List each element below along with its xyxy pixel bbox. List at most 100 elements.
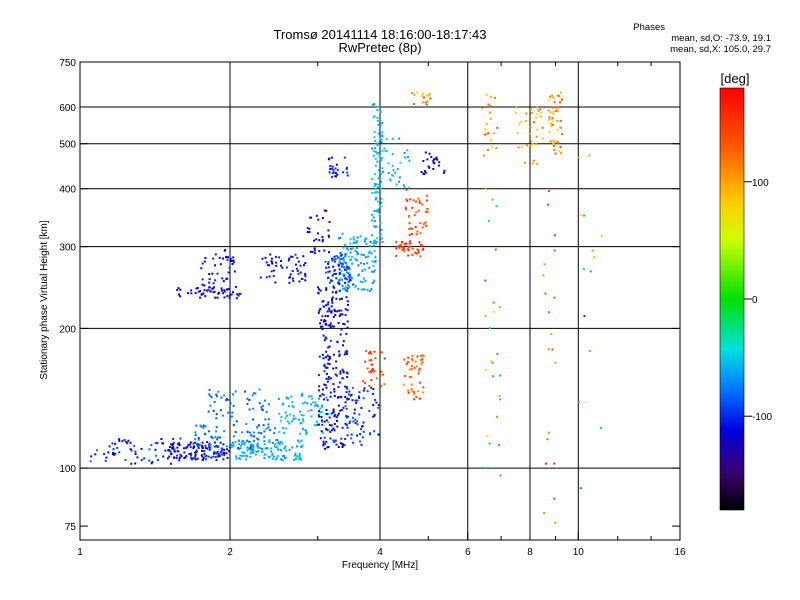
x-tick-label: 1 bbox=[77, 547, 83, 558]
scatter-point bbox=[210, 456, 213, 459]
scatter-point bbox=[347, 281, 350, 284]
scatter-point bbox=[268, 275, 271, 278]
scatter-point bbox=[321, 420, 324, 423]
scatter-point bbox=[164, 449, 167, 452]
scatter-point bbox=[311, 250, 314, 253]
scatter-point bbox=[254, 392, 257, 395]
scatter-point bbox=[328, 416, 331, 419]
scatter-point bbox=[303, 264, 305, 267]
scatter-point bbox=[432, 161, 435, 164]
scatter-point bbox=[329, 168, 332, 171]
scatter-point bbox=[204, 455, 207, 458]
scatter-point bbox=[334, 272, 337, 275]
scatter-point bbox=[357, 274, 360, 277]
scatter-point bbox=[553, 296, 556, 299]
scatter-point bbox=[490, 139, 493, 142]
scatter-point bbox=[243, 442, 246, 445]
scatter-point bbox=[143, 457, 146, 460]
scatter-point bbox=[333, 308, 336, 311]
scatter-point bbox=[418, 241, 421, 244]
scatter-point bbox=[160, 438, 163, 440]
scatter-point bbox=[418, 251, 420, 254]
scatter-point bbox=[118, 451, 121, 454]
scatter-point bbox=[217, 455, 220, 457]
scatter-point bbox=[364, 279, 367, 282]
scatter-point bbox=[379, 222, 382, 225]
scatter-point bbox=[227, 411, 230, 414]
scatter-point bbox=[178, 444, 181, 447]
scatter-point bbox=[203, 289, 206, 292]
scatter-point bbox=[354, 249, 357, 252]
scatter-point bbox=[375, 377, 378, 380]
scatter-point bbox=[377, 404, 380, 406]
scatter-point bbox=[425, 94, 428, 96]
scatter-point bbox=[340, 258, 343, 261]
scatter-point bbox=[424, 171, 427, 174]
scatter-point bbox=[219, 436, 221, 439]
scatter-point bbox=[375, 196, 378, 199]
scatter-point bbox=[403, 250, 406, 253]
scatter-point bbox=[217, 390, 220, 393]
scatter-point bbox=[345, 423, 348, 426]
scatter-point bbox=[196, 287, 199, 289]
scatter-point bbox=[379, 124, 382, 126]
scatter-point bbox=[291, 255, 294, 258]
scatter-point bbox=[560, 126, 563, 129]
scatter-point bbox=[346, 326, 349, 329]
scatter-point bbox=[299, 264, 302, 267]
scatter-point bbox=[347, 393, 350, 396]
scatter-point bbox=[274, 443, 277, 446]
scatter-point bbox=[324, 384, 327, 387]
scatter-point bbox=[374, 198, 377, 201]
scatter-point bbox=[213, 445, 216, 448]
scatter-point bbox=[345, 371, 348, 374]
scatter-point bbox=[214, 456, 217, 458]
scatter-point bbox=[283, 431, 286, 434]
scatter-point bbox=[266, 264, 269, 266]
scatter-point bbox=[267, 418, 270, 421]
scatter-point bbox=[313, 239, 316, 242]
scatter-point bbox=[365, 350, 367, 353]
scatter-point bbox=[200, 454, 203, 457]
scatter-point bbox=[284, 427, 287, 430]
scatter-point bbox=[258, 447, 261, 450]
scatter-point bbox=[539, 115, 542, 118]
scatter-point bbox=[330, 156, 333, 159]
scatter-point bbox=[342, 444, 345, 447]
scatter-point bbox=[559, 152, 562, 155]
scatter-point bbox=[341, 313, 344, 316]
scatter-point bbox=[484, 128, 487, 131]
scatter-point bbox=[333, 423, 336, 425]
scatter-point bbox=[381, 240, 384, 243]
scatter-point bbox=[288, 448, 291, 451]
scatter-point bbox=[326, 354, 329, 357]
scatter-point bbox=[557, 141, 560, 144]
scatter-point bbox=[375, 240, 378, 243]
scatter-point bbox=[398, 246, 401, 249]
scatter-point bbox=[296, 445, 298, 448]
scatter-point bbox=[162, 455, 165, 458]
scatter-point bbox=[340, 409, 343, 411]
scatter-point bbox=[372, 388, 375, 391]
scatter-point bbox=[327, 234, 330, 237]
scatter-point bbox=[374, 139, 376, 142]
scatter-point bbox=[347, 266, 350, 269]
scatter-point bbox=[358, 395, 360, 398]
scatter-point bbox=[335, 366, 338, 369]
scatter-point bbox=[362, 430, 365, 433]
scatter-point bbox=[277, 442, 280, 445]
scatter-point bbox=[347, 284, 350, 287]
scatter-point bbox=[228, 296, 231, 299]
scatter-point bbox=[328, 270, 331, 273]
scatter-point bbox=[551, 94, 553, 97]
scatter-point bbox=[337, 404, 340, 407]
scatter-point bbox=[223, 296, 226, 299]
scatter-point bbox=[391, 153, 394, 156]
scatter-point bbox=[389, 178, 391, 181]
scatter-point bbox=[556, 129, 559, 132]
scatter-point bbox=[354, 399, 357, 402]
scatter-point bbox=[402, 184, 405, 187]
